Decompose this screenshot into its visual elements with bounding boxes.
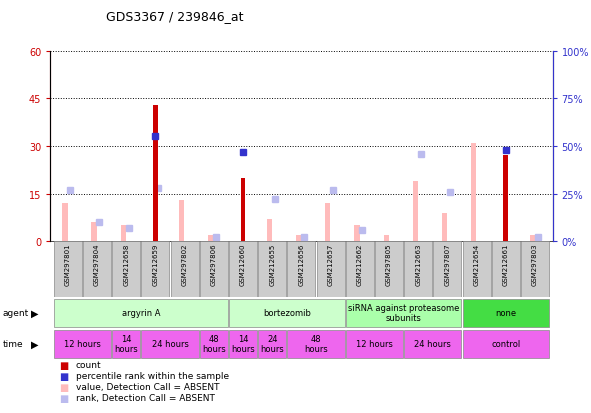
- Text: none: none: [495, 309, 517, 317]
- Bar: [62, 204, 67, 242]
- Bar: [317, 242, 345, 297]
- Text: GSM297807: GSM297807: [444, 243, 450, 286]
- Text: GSM212661: GSM212661: [503, 243, 509, 286]
- Bar: [530, 235, 535, 242]
- Bar: [258, 242, 286, 297]
- Bar: [404, 242, 432, 297]
- Bar: [463, 330, 549, 358]
- Bar: [346, 242, 374, 297]
- Text: 24
hours: 24 hours: [260, 334, 284, 354]
- Text: 14
hours: 14 hours: [231, 334, 255, 354]
- Bar: [92, 223, 97, 242]
- Text: ▶: ▶: [31, 308, 38, 318]
- Bar: [229, 330, 257, 358]
- Text: GDS3367 / 239846_at: GDS3367 / 239846_at: [106, 10, 244, 23]
- Text: GSM212654: GSM212654: [473, 243, 480, 285]
- Text: ■: ■: [59, 371, 69, 381]
- Text: argyrin A: argyrin A: [122, 309, 160, 317]
- Bar: [492, 242, 520, 297]
- Text: agent: agent: [3, 309, 29, 317]
- Text: GSM212663: GSM212663: [415, 243, 421, 286]
- Text: 24 hours: 24 hours: [151, 339, 189, 348]
- Text: GSM297804: GSM297804: [94, 243, 100, 286]
- Text: GSM212655: GSM212655: [269, 243, 275, 285]
- Bar: [229, 299, 345, 327]
- Text: 24 hours: 24 hours: [414, 339, 452, 348]
- Bar: [404, 330, 462, 358]
- Bar: [346, 299, 462, 327]
- Bar: [433, 242, 462, 297]
- Text: ■: ■: [59, 393, 69, 403]
- Text: GSM212656: GSM212656: [298, 243, 304, 285]
- Bar: [296, 235, 301, 242]
- Bar: [141, 242, 170, 297]
- Bar: [287, 330, 345, 358]
- Bar: [54, 242, 82, 297]
- Text: rank, Detection Call = ABSENT: rank, Detection Call = ABSENT: [76, 393, 215, 402]
- Text: ■: ■: [59, 382, 69, 392]
- Bar: [471, 143, 476, 242]
- Bar: [200, 242, 228, 297]
- Text: value, Detection Call = ABSENT: value, Detection Call = ABSENT: [76, 382, 219, 391]
- Text: 48
hours: 48 hours: [202, 334, 226, 354]
- Text: GSM212660: GSM212660: [240, 243, 246, 286]
- Bar: [121, 226, 126, 242]
- Bar: [153, 105, 158, 242]
- Bar: [504, 156, 508, 242]
- Bar: [354, 226, 359, 242]
- Text: GSM297806: GSM297806: [211, 243, 217, 286]
- Text: 12 hours: 12 hours: [64, 339, 101, 348]
- Text: GSM297805: GSM297805: [386, 243, 392, 286]
- Text: siRNA against proteasome
subunits: siRNA against proteasome subunits: [348, 303, 459, 323]
- Text: bortezomib: bortezomib: [263, 309, 311, 317]
- Text: GSM212657: GSM212657: [327, 243, 333, 285]
- Text: GSM212659: GSM212659: [152, 243, 158, 285]
- Bar: [141, 330, 199, 358]
- Bar: [442, 213, 447, 242]
- Bar: [83, 242, 111, 297]
- Text: GSM297801: GSM297801: [65, 243, 71, 286]
- Bar: [413, 181, 418, 242]
- Bar: [346, 330, 403, 358]
- Bar: [54, 330, 111, 358]
- Bar: [112, 330, 140, 358]
- Text: ▶: ▶: [31, 339, 38, 349]
- Text: control: control: [491, 339, 521, 348]
- Text: GSM212662: GSM212662: [357, 243, 363, 285]
- Bar: [287, 242, 316, 297]
- Bar: [200, 330, 228, 358]
- Bar: [325, 204, 330, 242]
- Bar: [241, 178, 245, 242]
- Bar: [229, 242, 257, 297]
- Text: 14
hours: 14 hours: [114, 334, 138, 354]
- Text: GSM297802: GSM297802: [181, 243, 187, 286]
- Text: 12 hours: 12 hours: [356, 339, 393, 348]
- Bar: [521, 242, 549, 297]
- Text: percentile rank within the sample: percentile rank within the sample: [76, 371, 229, 380]
- Bar: [258, 330, 286, 358]
- Text: GSM212658: GSM212658: [123, 243, 129, 285]
- Bar: [112, 242, 140, 297]
- Bar: [208, 235, 213, 242]
- Text: count: count: [76, 360, 101, 369]
- Bar: [179, 200, 184, 242]
- Text: ■: ■: [59, 360, 69, 370]
- Text: time: time: [3, 339, 24, 348]
- Bar: [384, 235, 389, 242]
- Bar: [267, 219, 272, 242]
- Bar: [463, 299, 549, 327]
- Bar: [171, 242, 199, 297]
- Bar: [54, 299, 228, 327]
- Bar: [375, 242, 403, 297]
- Bar: [463, 242, 491, 297]
- Text: GSM297803: GSM297803: [532, 243, 538, 286]
- Text: 48
hours: 48 hours: [304, 334, 328, 354]
